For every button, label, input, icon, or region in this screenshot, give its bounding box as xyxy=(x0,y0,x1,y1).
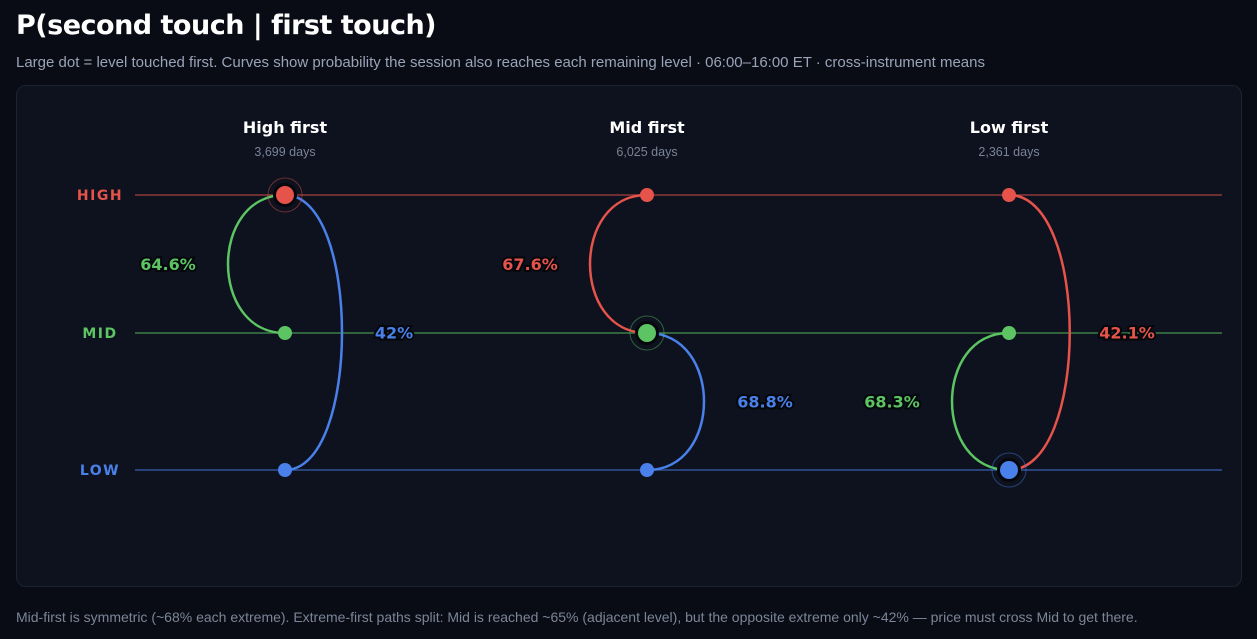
level-dot-mid xyxy=(1002,326,1016,340)
curve-to-mid xyxy=(950,331,1010,472)
panel-mid-first: Mid first 6,025 days 67.6% 68.8% xyxy=(500,118,795,477)
level-dot-mid xyxy=(278,326,292,340)
first-touch-ring xyxy=(629,315,665,351)
subtitle: Large dot = level touched first. Curves … xyxy=(16,54,985,71)
probability-label-low: 68.8% xyxy=(737,393,793,412)
first-touch-ring xyxy=(991,452,1027,488)
level-label-low: LOW xyxy=(80,463,120,479)
probability-label-low: 42% xyxy=(375,324,413,343)
curve-to-low xyxy=(646,331,706,472)
level-dot-low xyxy=(640,463,654,477)
probability-label-high: 42.1% xyxy=(1099,324,1155,343)
first-touch-dot-high xyxy=(276,186,294,204)
diagram-card xyxy=(16,85,1242,587)
first-touch-ring xyxy=(267,177,303,213)
curve-to-mid xyxy=(226,193,286,335)
page-title: P(second touch | first touch) xyxy=(16,10,437,41)
panel-title: Low first xyxy=(970,118,1049,137)
level-dot-high xyxy=(1002,188,1016,202)
level-dot-high xyxy=(640,188,654,202)
probability-label-mid: 68.3% xyxy=(864,393,920,412)
panel-high-first: High first 3,699 days 64.6% 42% xyxy=(138,118,415,477)
panel-days: 2,361 days xyxy=(978,145,1039,159)
panel-days: 3,699 days xyxy=(254,145,315,159)
probability-label-mid: 64.6% xyxy=(140,255,196,274)
footer-note: Mid-first is symmetric (~68% each extrem… xyxy=(16,609,1138,625)
panel-title: Mid first xyxy=(609,118,685,137)
curve-to-high xyxy=(1008,193,1071,472)
level-label-high: HIGH xyxy=(77,188,123,204)
panel-title: High first xyxy=(243,118,328,137)
first-touch-dot-mid xyxy=(638,324,656,342)
curve-to-high xyxy=(588,193,648,335)
panel-days: 6,025 days xyxy=(616,145,677,159)
probability-label-high: 67.6% xyxy=(502,255,558,274)
panel-low-first: Low first 2,361 days 68.3% 42.1% xyxy=(862,118,1157,488)
level-label-mid: MID xyxy=(82,326,117,342)
level-dot-low xyxy=(278,463,292,477)
curve-to-low xyxy=(284,193,344,472)
first-touch-dot-low xyxy=(1000,461,1018,479)
